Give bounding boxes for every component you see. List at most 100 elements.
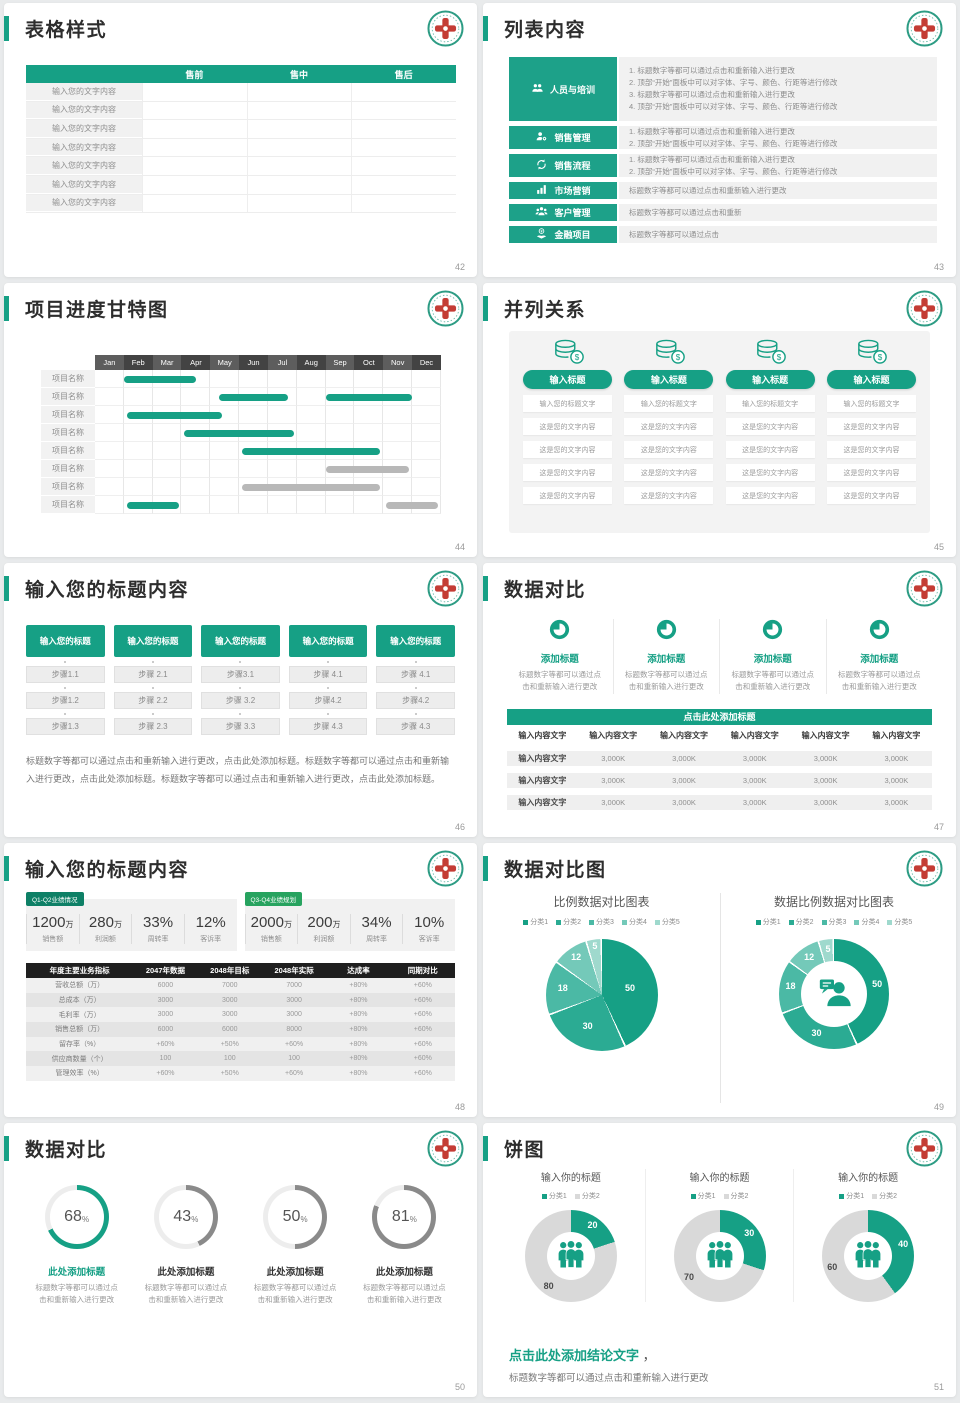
title-accent-bar [4, 16, 9, 41]
donut-hole [695, 1232, 744, 1280]
table-cell: 3,000K [601, 776, 626, 785]
list-value-line: 3. 标题数字等都可以通过点击和重新输入进行更改 [629, 90, 795, 99]
pie-surface [545, 939, 658, 1051]
hospital-logo [906, 570, 943, 607]
column-row: 这是您的文字内容 [523, 464, 612, 481]
gantt-corner [41, 355, 95, 370]
title-accent-bar [483, 296, 488, 321]
table-header-cell: 输入内容文字 [589, 731, 638, 740]
slide-43-list-content[interactable]: 列表内容 人员与培训 1. 标题数字等都可以通过点击和重新输入进行更改 2. 顶部“… [483, 3, 956, 277]
gantt-row-area [95, 460, 441, 478]
finance-icon: ¥ [535, 227, 548, 242]
legend-label: 分类4 [628, 919, 647, 926]
ring-number: 43 [173, 1208, 192, 1225]
step-item: 步骤1.1 [26, 661, 105, 683]
table-cell: 3,000K [742, 798, 767, 807]
table-cell: 3000 [157, 1011, 174, 1019]
list-row: 人员与培训 1. 标题数字等都可以通过点击和重新输入进行更改 2. 顶部“开始”面板… [509, 57, 937, 121]
gantt-cell [210, 496, 240, 514]
page-number: 47 [933, 822, 944, 832]
slice-label: 30 [811, 1028, 822, 1039]
gantt-cell [152, 442, 182, 460]
gantt-bar [242, 447, 381, 455]
slide-45-parallel[interactable]: 并列关系 $ 输入标题 输入您的标题文字 这是您的文字内容 这是您的文字内容 这是您的文字… [483, 283, 956, 557]
stat-unit: 万 [284, 920, 292, 929]
hospital-logo [906, 290, 943, 327]
gantt-cell [412, 478, 441, 496]
table-cell: 总成本（万） [58, 997, 101, 1005]
legend-item: 分类2 [574, 1191, 600, 1201]
table-cell: 供应商数量（个） [51, 1055, 108, 1063]
stat-value: 33% [132, 914, 184, 932]
gantt-month-may: May [210, 355, 240, 370]
page-number: 44 [454, 542, 465, 552]
slide-47-data-compare[interactable]: 数据对比 添加标题 标题数字等都可以通过点击和重新输入进行更改 添加标题 标题数字等都… [483, 563, 956, 837]
table-header-row: 售前 售中 售后 [26, 65, 456, 83]
ring-percent-sign: % [409, 1215, 417, 1224]
gantt-cell [239, 370, 268, 388]
column-header-pill: 输入标题 [624, 370, 714, 389]
gantt-month-mar: Mar [152, 355, 182, 370]
column-row: 这是您的文字内容 [624, 464, 714, 481]
progress-ring: 43% [153, 1185, 218, 1249]
gantt-month-nov: Nov [383, 355, 413, 370]
step-item: 步骤 2.3 [113, 713, 193, 735]
svg-text:$: $ [777, 353, 782, 362]
slide-49-pie-charts[interactable]: 数据对比图 比例数据对比图表 分类1 分类2 分类3 分类4 分类5 50 30 18 12 5 数… [483, 843, 956, 1117]
slice-label: 80 [543, 1280, 554, 1291]
gantt-month-sep: Sep [325, 355, 355, 370]
column-row: 这是您的文字内容 [826, 418, 916, 435]
table-cell: 3,000K [884, 798, 909, 807]
gantt-cell [95, 406, 124, 424]
slide-51-pie[interactable]: 饼图 输入你的标题 分类1 分类2 20 80 输入你的标题 分类1 分类2 30 70 输入你的标… [483, 1123, 956, 1397]
page-number: 50 [454, 1382, 465, 1392]
slide-44-gantt[interactable]: 项目进度甘特图 Jan Feb Mar Apr May Jun Jul Aug Sep Oct No… [4, 283, 477, 557]
legend-swatch [755, 919, 761, 925]
column-row: 这是您的文字内容 [523, 441, 612, 458]
column-row: 输入您的标题文字 [624, 395, 714, 412]
slide-42-table-style[interactable]: 表格样式 售前 售中 售后 输入您的文字内容 输入您的文字内容 输入您的文字内容 输入您的文… [4, 3, 477, 277]
gantt-cell [383, 424, 413, 442]
gantt-cell [181, 442, 211, 460]
gantt-row: 项目名称 [41, 424, 441, 442]
table-cell: 留存率（%） [59, 1041, 101, 1049]
coins-icon: $ [852, 339, 890, 369]
page-title: 数据对比图 [504, 860, 607, 881]
table-cell: 8000 [286, 1025, 302, 1033]
ring-caption: 标题数字等都可以通过点击和重新输入进行更改 [363, 1283, 446, 1305]
slide-50-progress-rings[interactable]: 数据对比 68% 此处添加标题 标题数字等都可以通过点击和重新输入进行更改 43% 此处… [4, 1123, 477, 1397]
list-key: ¥ 金融项目 [509, 226, 617, 243]
step-column: 输入您的标题 步骤 4.1 步骤4.2 步骤 4.3 [288, 625, 368, 735]
gantt-row-label: 项目名称 [41, 388, 95, 406]
slide-48-kpi-table[interactable]: 输入您的标题内容 Q1-Q2业绩情况 1200万 销售额 280万 利润额 33% 周转率 1… [4, 843, 477, 1117]
chart-title: 数据比例数据对比图表 [773, 895, 894, 909]
legend-label: 分类5 [661, 919, 680, 926]
legend-item: 分类2 [872, 1191, 897, 1201]
table-cell: 6000 [157, 1025, 174, 1033]
gantt-bar [386, 501, 439, 509]
page-number: 48 [454, 1102, 465, 1112]
gantt-cell [210, 460, 240, 478]
legend-label: 分类3 [828, 919, 847, 926]
gantt-cell [152, 478, 182, 496]
slide-46-steps[interactable]: 输入您的标题内容 输入您的标题 步骤1.1 步骤1.2 步骤1.3 输入您的标题 步骤 2… [4, 563, 477, 837]
column-row: 这是您的文字内容 [523, 487, 612, 504]
list-value-line: 标题数字等都可以通过点击 [629, 229, 719, 239]
people-group-icon [703, 1239, 737, 1274]
table-row: 留存率（%） +60% +50% +60% +80% +60% [26, 1036, 455, 1052]
gantt-cell [181, 370, 211, 388]
legend-label: 分类2 [730, 1193, 749, 1200]
table-row: 管理效率（%） +60% +50% +60% +80% +60% [26, 1066, 455, 1081]
ring-block: 81% 此处添加标题 标题数字等都可以通过点击和重新输入进行更改 [350, 1185, 459, 1307]
legend-swatch [654, 919, 660, 925]
table-row: 输入您的文字内容 [26, 157, 456, 176]
legend-swatch [821, 919, 827, 925]
gantt-row-label: 项目名称 [41, 370, 95, 388]
gantt-cell [296, 370, 326, 388]
gantt-cell [267, 406, 297, 424]
gantt-bar [242, 483, 381, 491]
title-accent-bar [4, 856, 9, 881]
empty-cell [142, 138, 247, 157]
gantt-month-jan: Jan [95, 355, 124, 370]
table-cell: 100 [288, 1055, 300, 1063]
